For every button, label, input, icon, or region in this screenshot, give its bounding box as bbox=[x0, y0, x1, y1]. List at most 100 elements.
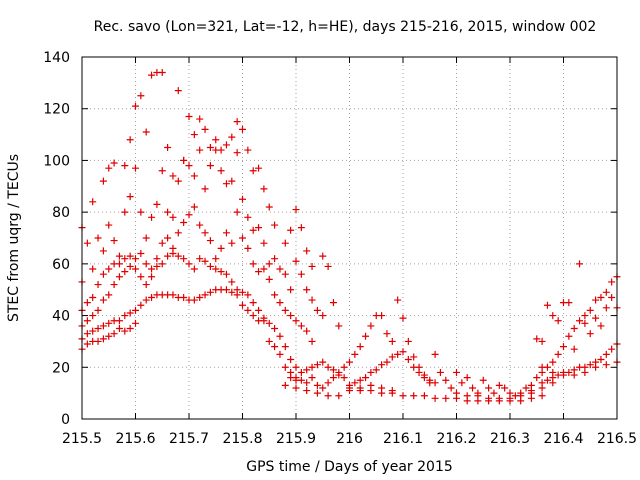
data-point bbox=[201, 257, 209, 265]
data-point bbox=[324, 262, 332, 270]
data-point bbox=[212, 265, 220, 273]
data-point bbox=[265, 319, 273, 327]
data-point bbox=[602, 350, 610, 358]
data-point bbox=[142, 281, 150, 289]
x-tick-label: 216.4 bbox=[543, 431, 583, 447]
data-point bbox=[180, 156, 188, 164]
data-point bbox=[271, 291, 279, 299]
data-point bbox=[533, 335, 541, 343]
data-point bbox=[260, 239, 268, 247]
data-point bbox=[169, 250, 177, 258]
y-tick-label: 100 bbox=[43, 153, 70, 169]
data-point bbox=[137, 301, 145, 309]
data-point bbox=[351, 350, 359, 358]
data-point bbox=[201, 291, 209, 299]
data-point bbox=[265, 203, 273, 211]
data-point bbox=[281, 239, 289, 247]
data-point bbox=[196, 293, 204, 301]
data-point bbox=[121, 327, 129, 335]
data-point bbox=[303, 286, 311, 294]
data-point bbox=[110, 237, 118, 245]
data-point bbox=[148, 293, 156, 301]
data-point bbox=[239, 288, 246, 296]
data-point bbox=[265, 260, 273, 268]
data-point bbox=[388, 337, 396, 345]
data-point bbox=[453, 368, 460, 376]
data-point bbox=[538, 379, 546, 387]
data-points bbox=[78, 69, 621, 405]
data-point bbox=[565, 368, 573, 376]
data-point bbox=[94, 306, 102, 314]
data-point bbox=[560, 371, 567, 379]
data-point bbox=[340, 374, 348, 382]
data-point bbox=[206, 262, 214, 270]
data-point bbox=[394, 296, 402, 304]
data-point bbox=[115, 317, 123, 325]
data-point bbox=[206, 162, 214, 170]
data-point bbox=[501, 384, 509, 392]
data-point bbox=[99, 177, 107, 185]
data-point bbox=[474, 392, 482, 400]
data-point bbox=[383, 330, 391, 338]
data-point bbox=[399, 392, 407, 400]
data-point bbox=[206, 288, 214, 296]
data-point bbox=[543, 376, 551, 384]
data-point bbox=[174, 229, 182, 237]
data-point bbox=[356, 343, 364, 351]
data-point bbox=[222, 141, 230, 149]
data-point bbox=[265, 337, 273, 345]
data-point bbox=[222, 229, 230, 237]
data-point bbox=[94, 337, 102, 345]
data-point bbox=[110, 159, 118, 167]
data-point bbox=[383, 358, 391, 366]
data-point bbox=[303, 247, 311, 255]
data-point bbox=[565, 332, 573, 340]
data-point bbox=[479, 376, 487, 384]
data-point bbox=[356, 387, 364, 395]
data-point bbox=[458, 379, 466, 387]
data-point bbox=[164, 144, 172, 151]
y-tick-label: 0 bbox=[61, 412, 70, 428]
data-point bbox=[239, 234, 246, 242]
data-point bbox=[560, 343, 567, 351]
data-point bbox=[292, 363, 300, 371]
data-point bbox=[292, 384, 300, 392]
data-point bbox=[142, 234, 150, 242]
data-point bbox=[442, 376, 450, 384]
data-point bbox=[89, 198, 97, 206]
data-point bbox=[126, 262, 134, 270]
data-point bbox=[239, 125, 246, 133]
data-point bbox=[388, 389, 396, 397]
data-point bbox=[201, 229, 209, 237]
y-tick-label: 120 bbox=[43, 102, 70, 118]
y-axis-label: STEC from uqrg / TECUs bbox=[6, 154, 22, 322]
data-point bbox=[180, 218, 188, 226]
data-point bbox=[255, 164, 263, 172]
data-point bbox=[239, 195, 246, 203]
data-point bbox=[249, 167, 257, 175]
data-point bbox=[276, 332, 284, 340]
data-point bbox=[490, 389, 498, 397]
data-point bbox=[132, 255, 139, 263]
data-point bbox=[297, 322, 305, 330]
data-point bbox=[549, 358, 557, 366]
x-tick-label: 215.6 bbox=[115, 431, 155, 447]
data-point bbox=[287, 356, 295, 364]
data-point bbox=[233, 291, 241, 299]
x-tick-label: 215.7 bbox=[169, 431, 209, 447]
data-point bbox=[378, 361, 386, 369]
data-point bbox=[303, 387, 311, 395]
data-point bbox=[206, 144, 214, 151]
data-point bbox=[292, 376, 300, 384]
data-point bbox=[581, 312, 589, 320]
data-point bbox=[212, 136, 220, 144]
data-point bbox=[608, 293, 616, 301]
data-point bbox=[260, 314, 268, 322]
data-point bbox=[201, 185, 209, 193]
data-point bbox=[335, 392, 343, 400]
data-point bbox=[83, 340, 91, 348]
data-point bbox=[169, 291, 177, 299]
data-point bbox=[308, 363, 316, 371]
data-point bbox=[196, 255, 204, 263]
data-point bbox=[570, 325, 578, 332]
